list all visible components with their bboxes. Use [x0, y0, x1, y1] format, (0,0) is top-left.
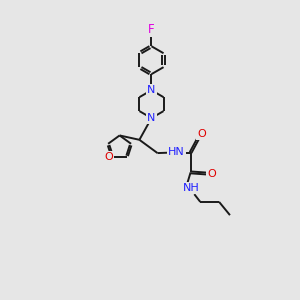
- Text: O: O: [105, 152, 113, 162]
- Text: O: O: [207, 169, 216, 178]
- Text: HN: HN: [168, 147, 184, 157]
- Text: NH: NH: [183, 183, 200, 193]
- Text: N: N: [147, 85, 156, 95]
- Text: N: N: [147, 113, 156, 123]
- Text: O: O: [197, 129, 206, 139]
- Text: F: F: [148, 23, 155, 36]
